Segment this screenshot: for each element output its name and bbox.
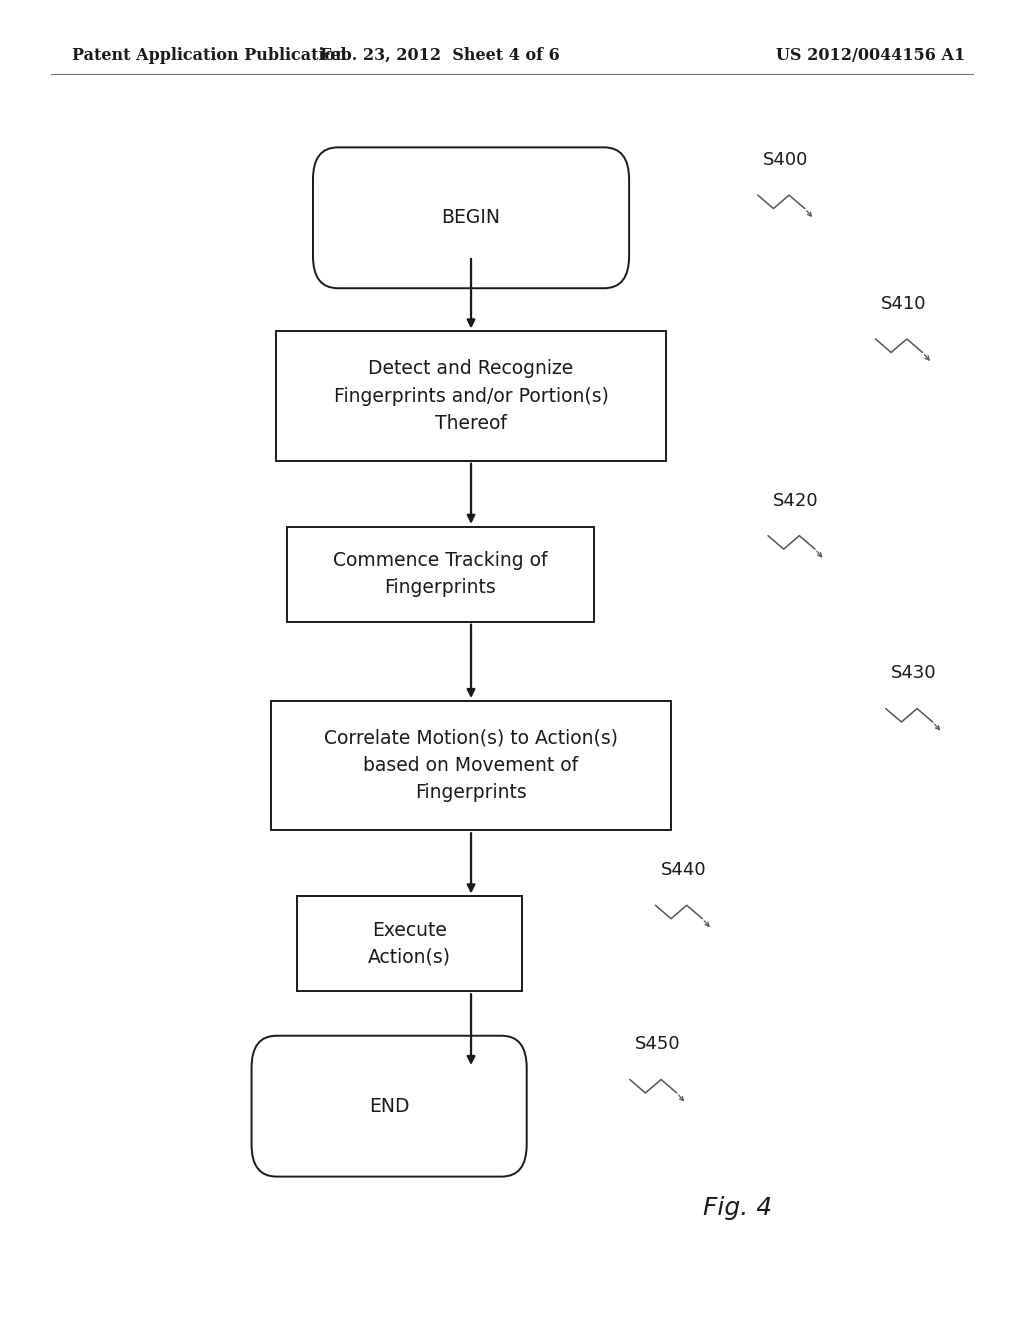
Text: S440: S440	[660, 861, 707, 879]
Text: Detect and Recognize
Fingerprints and/or Portion(s)
Thereof: Detect and Recognize Fingerprints and/or…	[334, 359, 608, 433]
Text: END: END	[369, 1097, 410, 1115]
Text: Patent Application Publication: Patent Application Publication	[72, 48, 346, 63]
Bar	[297, 896, 522, 991]
Text: S420: S420	[773, 491, 819, 510]
Bar	[287, 527, 594, 622]
Text: S450: S450	[635, 1035, 681, 1053]
Bar	[276, 331, 666, 461]
Text: Fig. 4: Fig. 4	[702, 1196, 772, 1220]
Text: Commence Tracking of
Fingerprints: Commence Tracking of Fingerprints	[333, 550, 548, 598]
Text: BEGIN: BEGIN	[441, 209, 501, 227]
Text: S430: S430	[891, 664, 937, 682]
FancyBboxPatch shape	[313, 148, 629, 288]
Text: Execute
Action(s): Execute Action(s)	[368, 920, 452, 968]
Text: Feb. 23, 2012  Sheet 4 of 6: Feb. 23, 2012 Sheet 4 of 6	[321, 48, 560, 63]
Bar	[271, 701, 671, 830]
FancyBboxPatch shape	[252, 1036, 526, 1176]
Text: S400: S400	[763, 150, 808, 169]
Text: US 2012/0044156 A1: US 2012/0044156 A1	[776, 48, 965, 63]
Text: S410: S410	[881, 294, 926, 313]
Text: Correlate Motion(s) to Action(s)
based on Movement of
Fingerprints: Correlate Motion(s) to Action(s) based o…	[324, 729, 618, 803]
